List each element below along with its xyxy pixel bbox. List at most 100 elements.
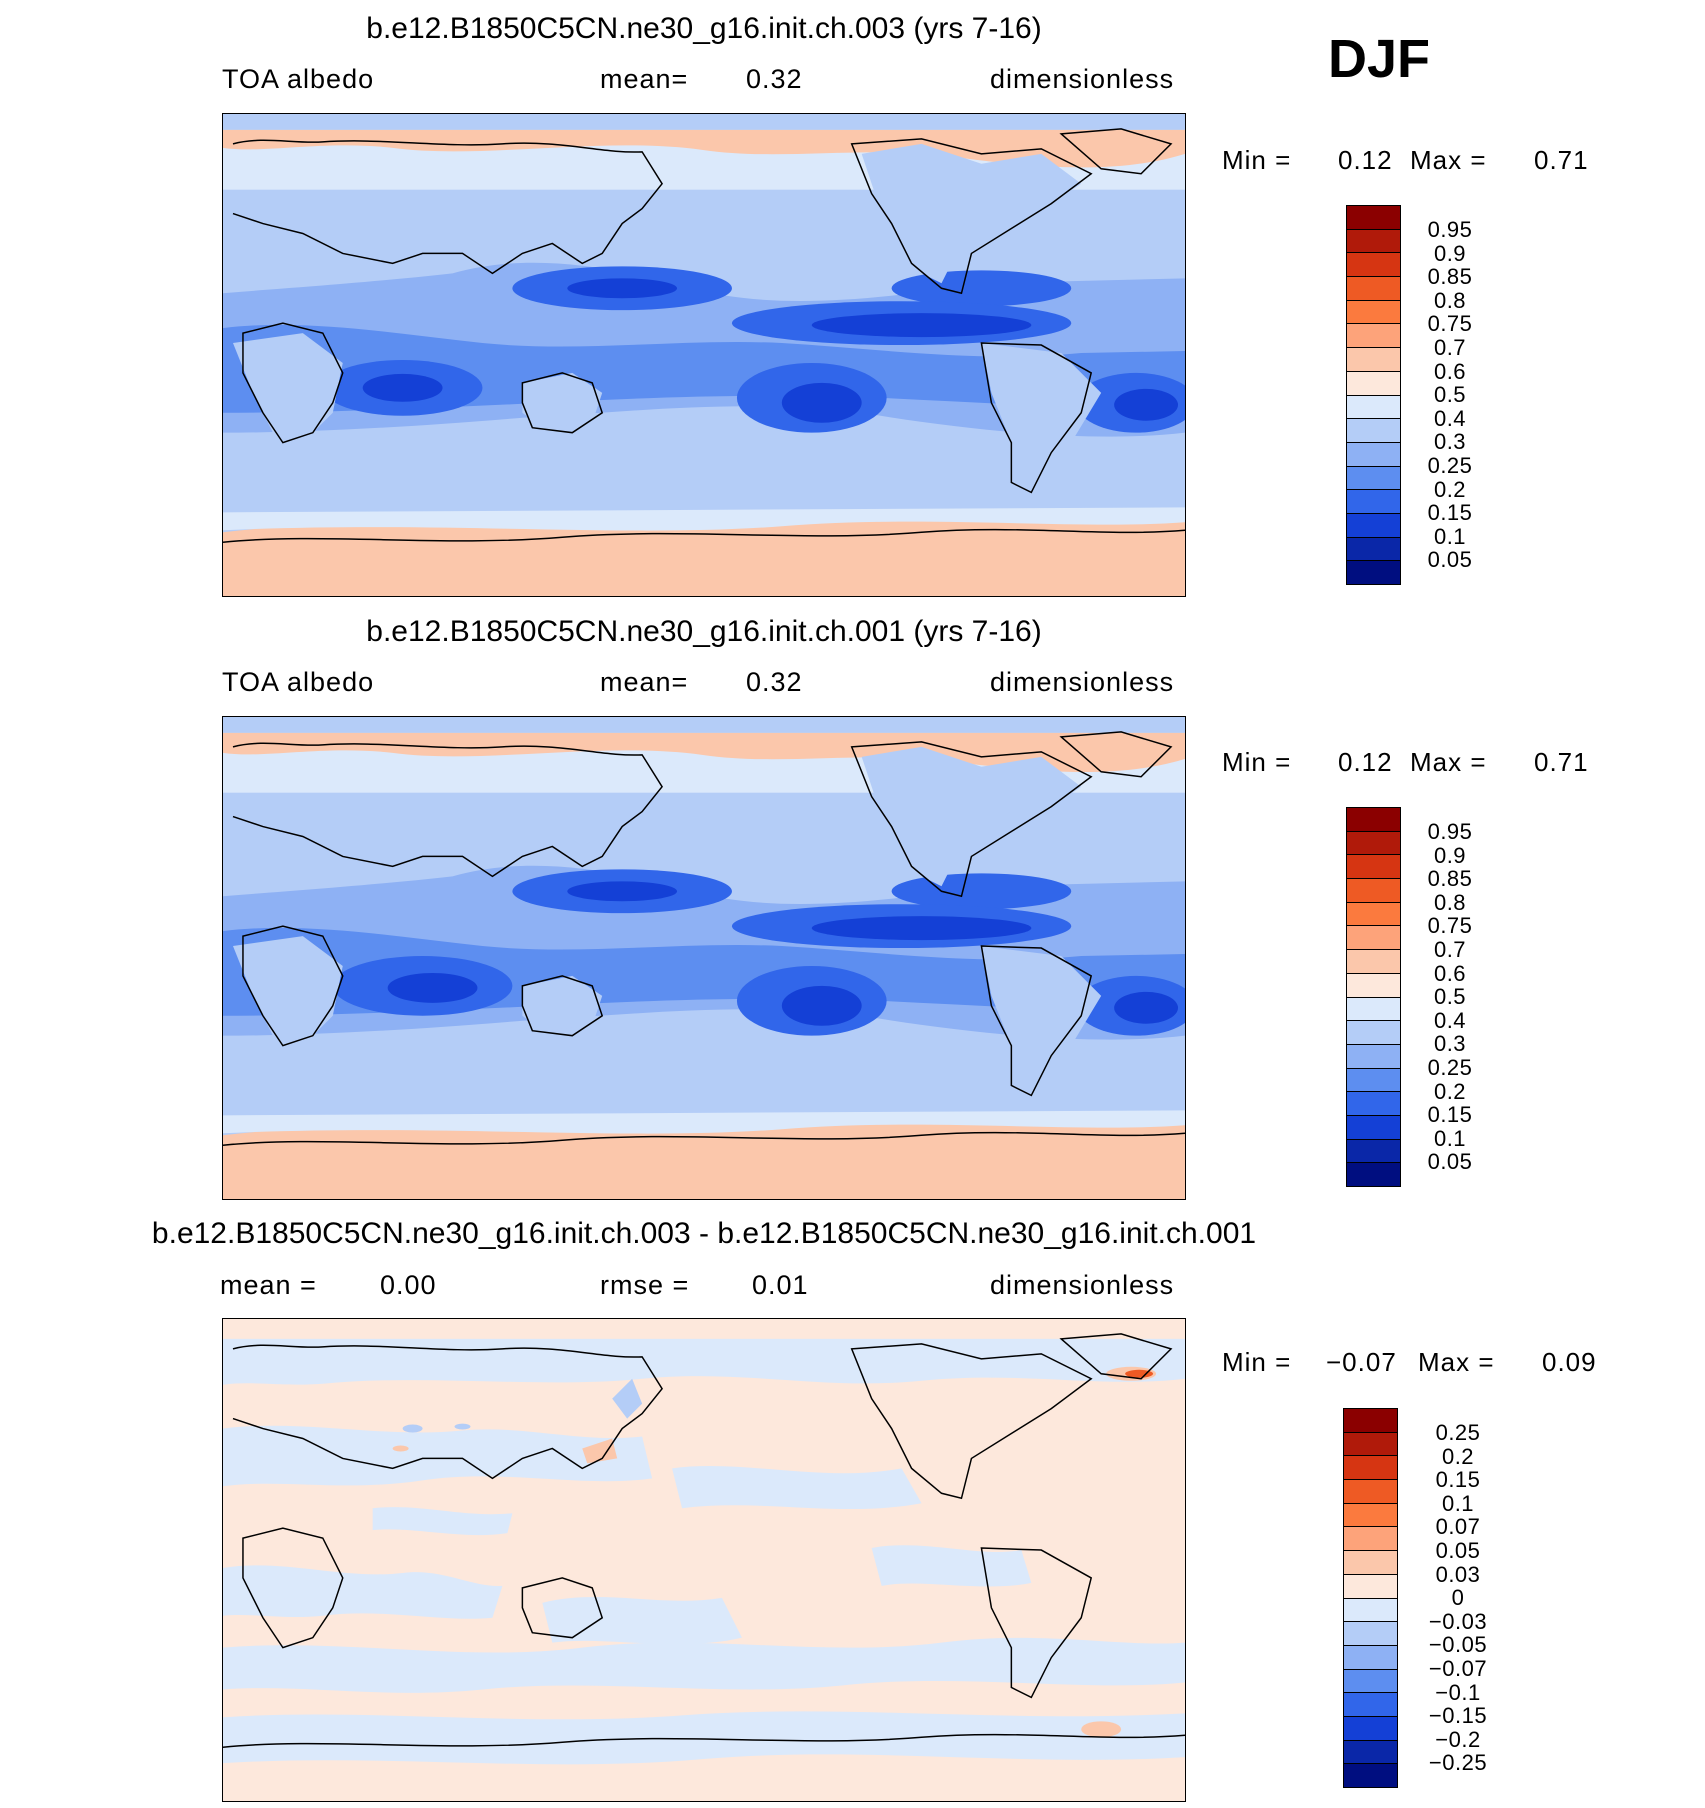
colorbar-swatch: [1347, 253, 1400, 278]
colorbar-swatch: [1347, 419, 1400, 443]
panel2-max-value: 0.71: [1534, 747, 1589, 777]
colorbar-swatch: [1344, 1764, 1397, 1787]
panel2-colorbar-tick: 0.5: [1433, 984, 1467, 1010]
panel2-colorbar-tick: 0.1: [1433, 1125, 1467, 1151]
colorbar-swatch: [1347, 442, 1400, 467]
panel3-colorbar-tick: −0.03: [1428, 1608, 1488, 1634]
colorbar-swatch: [1344, 1574, 1397, 1599]
colorbar-swatch: [1347, 1068, 1400, 1093]
panel3-colorbar-tick: −0.25: [1428, 1750, 1488, 1776]
panel2-colorbar-tick: 0.9: [1433, 842, 1467, 868]
panel1-map: [222, 113, 1186, 597]
panel2-colorbar-tick: 0.95: [1427, 819, 1473, 844]
panel1-colorbar-tick: 0.85: [1427, 264, 1473, 290]
panel1-mean-value: 0.32: [746, 64, 803, 94]
panel3-title: b.e12.B1850C5CN.ne30_g16.init.ch.003 - b…: [151, 1217, 1257, 1250]
panel3-rmse-value: 0.01: [752, 1270, 809, 1300]
colorbar-swatch: [1347, 513, 1400, 538]
panel3-colorbar-tick: 0.05: [1435, 1537, 1481, 1563]
season-label: DJF: [1328, 29, 1431, 89]
panel2-colorbar-tick: 0.25: [1427, 1054, 1473, 1080]
panel1-colorbar-tick: 0.2: [1433, 476, 1467, 502]
panel1-colorbar-tick: 0.15: [1427, 500, 1473, 526]
colorbar-swatch: [1344, 1716, 1397, 1741]
panel3-colorbar-tick: −0.15: [1428, 1703, 1488, 1729]
colorbar-swatch: [1347, 950, 1400, 974]
panel1-colorbar-tick: 0.7: [1433, 334, 1467, 360]
panel3-colorbar-tick: 0.15: [1435, 1467, 1481, 1493]
colorbar-swatch: [1347, 1021, 1400, 1045]
panel1-colorbar-labels: 0.95 0.9 0.85 0.8 0.75 0.7 0.6 0.5 0.4 0…: [1410, 218, 1490, 572]
panel1-colorbar-tick: 0.6: [1433, 358, 1467, 384]
panel2-min-label: Min =: [1222, 747, 1292, 777]
panel3-colorbar-tick: 0.03: [1435, 1561, 1481, 1587]
colorbar-swatch: [1347, 926, 1400, 951]
panel2-colorbar-tick: 0.75: [1427, 913, 1473, 939]
colorbar-swatch: [1347, 324, 1400, 349]
panel1-variable-label: TOA albedo: [222, 64, 375, 94]
colorbar-swatch: [1344, 1409, 1397, 1433]
panel3-max-label: Max =: [1418, 1347, 1495, 1377]
colorbar-swatch: [1344, 1432, 1397, 1457]
panel1-colorbar: [1346, 205, 1401, 585]
panel2-colorbar-tick: 0.4: [1433, 1007, 1467, 1033]
colorbar-swatch: [1347, 855, 1400, 880]
colorbar-swatch: [1344, 1669, 1397, 1694]
colorbar-swatch: [1347, 973, 1400, 998]
panel1-min-label: Min =: [1222, 145, 1292, 175]
panel2-colorbar-tick: 0.7: [1433, 936, 1467, 962]
panel3-colorbar-tick: −0.2: [1435, 1726, 1481, 1752]
panel3-colorbar-labels: 0.25 0.2 0.15 0.1 0.07 0.05 0.03 0 −0.03…: [1410, 1421, 1506, 1775]
panel2-colorbar-tick: 0.6: [1433, 960, 1467, 986]
panel3-min-label: Min =: [1222, 1347, 1292, 1377]
colorbar-swatch: [1344, 1551, 1397, 1575]
panel1-max-value: 0.71: [1534, 145, 1589, 175]
colorbar-swatch: [1347, 902, 1400, 927]
panel3-max-value: 0.09: [1542, 1347, 1597, 1377]
colorbar-swatch: [1347, 277, 1400, 301]
colorbar-swatch: [1347, 395, 1400, 420]
colorbar-swatch: [1347, 997, 1400, 1022]
panel2-variable-label: TOA albedo: [222, 667, 375, 697]
colorbar-swatch: [1347, 490, 1400, 514]
panel3-map: [222, 1318, 1186, 1802]
panel2-colorbar-labels: 0.95 0.9 0.85 0.8 0.75 0.7 0.6 0.5 0.4 0…: [1410, 820, 1490, 1174]
panel3-colorbar-tick: 0.25: [1435, 1420, 1481, 1445]
panel1-colorbar-tick: 0.9: [1433, 240, 1467, 266]
colorbar-swatch: [1347, 1044, 1400, 1069]
colorbar-swatch: [1347, 831, 1400, 856]
colorbar-swatch: [1344, 1527, 1397, 1552]
panel1-title: b.e12.B1850C5CN.ne30_g16.init.ch.003 (yr…: [366, 12, 1042, 45]
panel3-colorbar-tick: 0.07: [1435, 1514, 1481, 1540]
panel3-colorbar-tick: −0.07: [1428, 1655, 1488, 1681]
panel2-colorbar-tick: 0.15: [1427, 1102, 1473, 1128]
colorbar-swatch: [1344, 1740, 1397, 1765]
panel3-colorbar: [1343, 1408, 1398, 1788]
colorbar-swatch: [1347, 1115, 1400, 1140]
panel3-mean-label: mean =: [220, 1270, 317, 1300]
panel3-units-label: dimensionless: [990, 1270, 1175, 1300]
panel1-min-value: 0.12: [1338, 145, 1393, 175]
panel2-colorbar: [1346, 807, 1401, 1187]
colorbar-swatch: [1347, 561, 1400, 584]
colorbar-swatch: [1344, 1693, 1397, 1717]
panel2-colorbar-tick: 0.2: [1433, 1078, 1467, 1104]
colorbar-swatch: [1347, 537, 1400, 562]
panel1-colorbar-tick: 0.3: [1433, 429, 1467, 455]
panel3-colorbar-tick: −0.1: [1435, 1679, 1481, 1705]
panel3-rmse-label: rmse =: [600, 1270, 690, 1300]
colorbar-swatch: [1347, 1163, 1400, 1186]
panel1-colorbar-tick: 0.95: [1427, 217, 1473, 242]
colorbar-swatch: [1347, 300, 1400, 325]
colorbar-swatch: [1344, 1480, 1397, 1504]
colorbar-swatch: [1347, 206, 1400, 230]
panel2-colorbar-tick: 0.05: [1427, 1149, 1473, 1175]
colorbar-swatch: [1344, 1598, 1397, 1623]
panel2-max-label: Max =: [1410, 747, 1487, 777]
colorbar-swatch: [1347, 466, 1400, 491]
colorbar-swatch: [1347, 348, 1400, 372]
panel2-colorbar-tick: 0.8: [1433, 889, 1467, 915]
panel2-map: [222, 716, 1186, 1200]
panel2-units-label: dimensionless: [990, 667, 1175, 697]
panel3-mean-value: 0.00: [380, 1270, 437, 1300]
